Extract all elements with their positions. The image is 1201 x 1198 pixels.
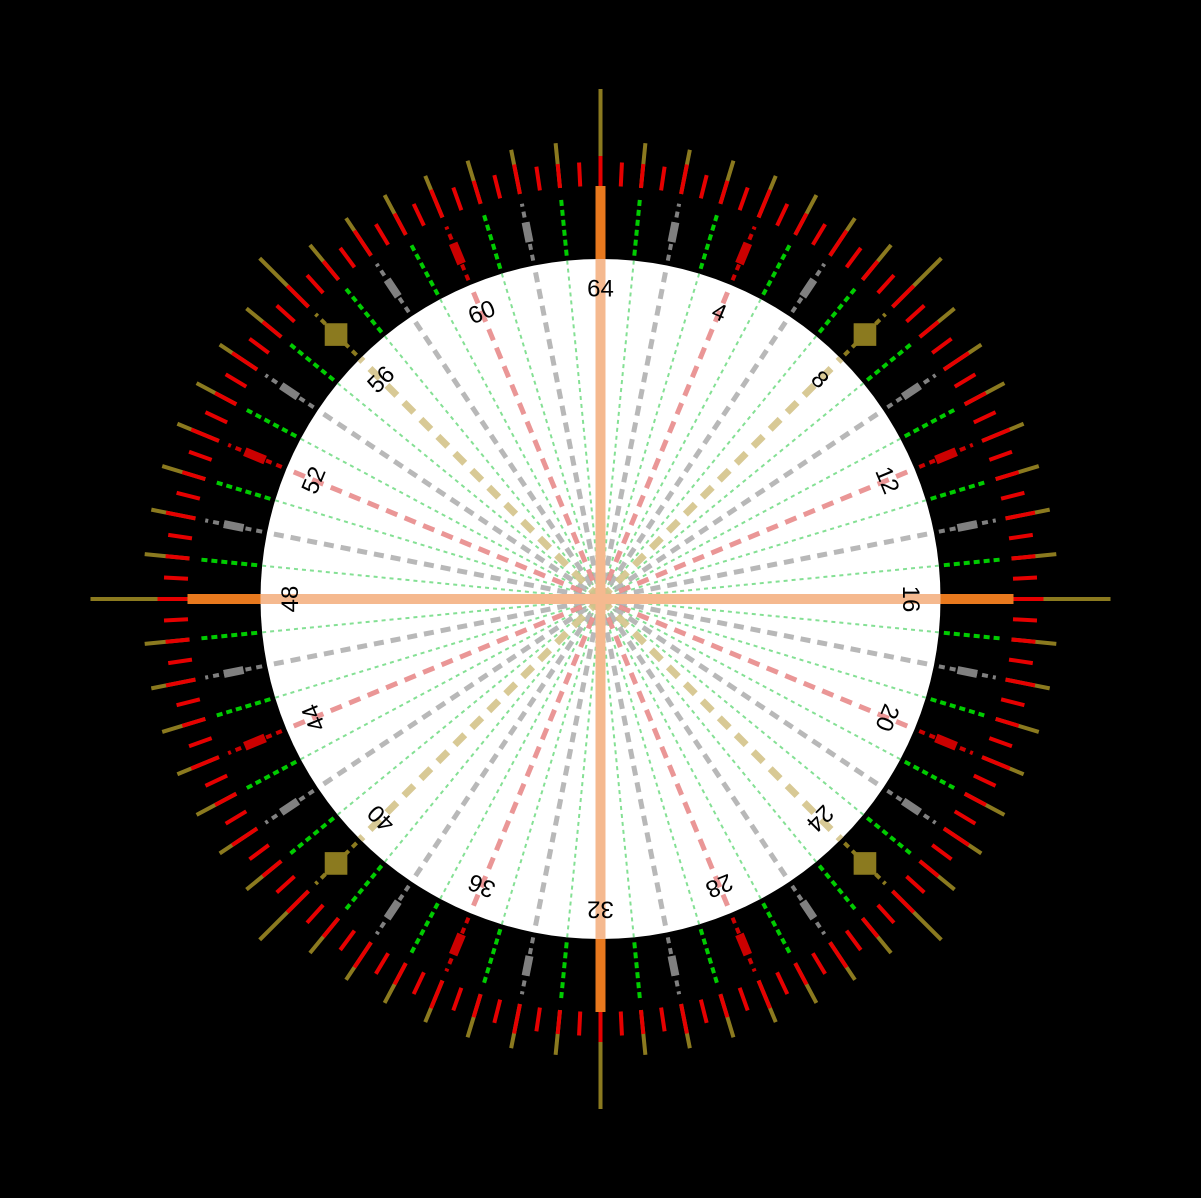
radial-dial: 644812162024283236404448525660 xyxy=(0,0,1201,1198)
dial-label: 48 xyxy=(277,586,304,613)
dial-label: 64 xyxy=(587,276,614,303)
dial-label: 32 xyxy=(587,896,614,923)
dial-label: 16 xyxy=(897,586,924,613)
